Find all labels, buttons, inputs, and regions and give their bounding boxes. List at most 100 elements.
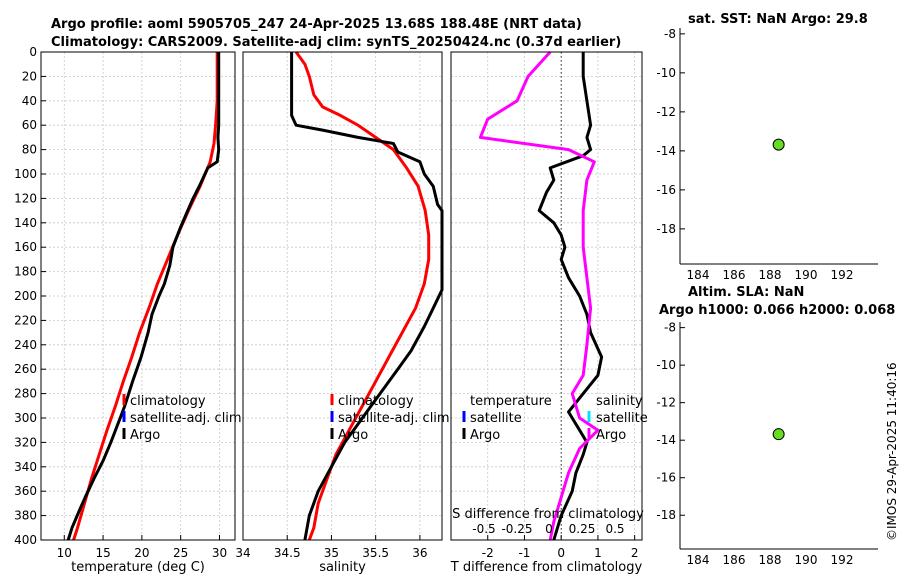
legend-entry: satellite-adj. clim	[130, 411, 242, 426]
y-tick-label: 360	[14, 484, 37, 498]
sla-map-panel: -8 -10 -12 -14 -16 -18 184 186 188 190 192	[656, 321, 878, 567]
legend-title-salinity: salinity	[596, 394, 643, 409]
plot-frame	[40, 51, 236, 541]
y-tick-label: 380	[14, 509, 37, 523]
y-tick-label: 120	[14, 191, 37, 205]
map-y-tick-label: -12	[656, 396, 676, 410]
sst-map-title: sat. SST: NaN Argo: 29.8	[688, 12, 868, 27]
y-tick-label: 280	[14, 387, 37, 401]
title-line-1: Argo profile: aoml 5905705_247 24-Apr-20…	[51, 17, 582, 32]
map-y-tick-label: -12	[656, 105, 676, 119]
x-tick-label: 35.5	[362, 546, 389, 560]
map-x-tick-label: 192	[831, 268, 854, 282]
map-x-tick-label: 190	[795, 553, 818, 567]
map-y-tick-label: -18	[656, 508, 676, 522]
plot-frame	[450, 51, 643, 541]
series-line-climatology	[72, 52, 219, 541]
top-tick-label: -0.25	[501, 522, 532, 536]
timestamp: ©IMOS 29-Apr-2025 11:40:16	[885, 362, 899, 541]
map-y-tick-label: -14	[656, 144, 676, 158]
y-tick-label: 20	[22, 69, 37, 83]
argo-location-dot	[772, 428, 785, 441]
x-tick-label: 34	[235, 546, 250, 560]
map-y-tick-label: -14	[656, 433, 676, 447]
salinity-panel: 34 34.5 35 35.5 36 salinity climatology satelli…	[235, 51, 450, 575]
title-line-2: Climatology: CARS2009. Satellite-adj cli…	[51, 35, 621, 50]
top-tick-label: 0	[545, 522, 553, 536]
x-tick-label: 30	[212, 546, 227, 560]
map-y-tick-label: -8	[664, 27, 676, 41]
argo-location-dot	[772, 138, 785, 151]
map-x-tick-label: 190	[795, 268, 818, 282]
y-tick-label: 0	[29, 45, 37, 59]
legend-entry: Argo	[130, 428, 160, 443]
map-x-tick-label: 192	[831, 553, 854, 567]
series-line-t-argo-clim	[537, 52, 604, 541]
s-diff-axis-label: S difference from climatology	[452, 507, 644, 522]
map-y-tick-label: -10	[656, 358, 676, 372]
x-tick-label: 1	[594, 546, 602, 560]
legend-entry: Argo	[596, 428, 626, 443]
legend-entry: climatology	[130, 394, 206, 409]
map-x-tick-label: 186	[723, 553, 746, 567]
x-tick-label: 20	[134, 546, 149, 560]
map-y-tick-label: -8	[664, 321, 676, 335]
map-x-tick-label: 184	[687, 268, 710, 282]
x-tick-label: 36	[412, 546, 427, 560]
legend-entry: satellite-adj. clim	[338, 411, 450, 426]
legend-entry: climatology	[338, 394, 414, 409]
x-tick-label: 2	[631, 546, 639, 560]
sla-map-title: Altim. SLA: NaN	[688, 285, 804, 300]
map-x-tick-label: 188	[759, 268, 782, 282]
y-tick-label: 140	[14, 216, 37, 230]
y-tick-label: 40	[22, 94, 37, 108]
legend-title-temperature: temperature	[470, 394, 552, 409]
map-y-tick-label: -10	[656, 66, 676, 80]
x-tick-label: 10	[57, 546, 72, 560]
x-tick-label: 25	[173, 546, 188, 560]
x-tick-label: 35	[324, 546, 339, 560]
map-y-tick-label: -18	[656, 222, 676, 236]
x-tick-label: 15	[95, 546, 110, 560]
map-x-tick-label: 188	[759, 553, 782, 567]
x-tick-label: -2	[482, 546, 494, 560]
y-tick-label: 180	[14, 265, 37, 279]
legend-entry: Argo	[338, 428, 368, 443]
y-tick-label: 60	[22, 118, 37, 132]
x-axis-label: salinity	[319, 560, 366, 575]
sst-map-panel: -8 -10 -12 -14 -16 -18 184 186 188 190 192	[656, 27, 878, 282]
y-tick-label: 220	[14, 313, 37, 327]
y-tick-label: 80	[22, 143, 37, 157]
series-line-argo	[66, 52, 221, 541]
legend-entry: satellite	[596, 411, 648, 426]
plot-frame	[242, 51, 443, 541]
top-tick-label: 0.5	[605, 522, 624, 536]
series-line-s-argo-clim	[478, 50, 600, 541]
top-tick-label: -0.5	[472, 522, 495, 536]
y-tick-label: 200	[14, 289, 37, 303]
y-tick-label: 300	[14, 411, 37, 425]
x-tick-label: 34.5	[274, 546, 301, 560]
sla-map-subtitle: Argo h1000: 0.066 h2000: 0.068	[659, 303, 895, 318]
x-axis-label: T difference from climatology	[450, 560, 643, 575]
top-tick-label: 0.25	[569, 522, 596, 536]
legend-entry: satellite	[470, 411, 522, 426]
temperature-panel: 10 15 20 25 30020406080100120140160180200220…	[14, 45, 242, 575]
differences-panel: -2 -1 0 1 2T difference from climatology S di…	[450, 50, 648, 575]
y-tick-label: 160	[14, 240, 37, 254]
x-tick-label: -1	[518, 546, 530, 560]
y-tick-label: 240	[14, 338, 37, 352]
y-tick-label: 320	[14, 435, 37, 449]
y-tick-label: 260	[14, 362, 37, 376]
x-tick-label: 0	[557, 546, 565, 560]
map-y-tick-label: -16	[656, 183, 676, 197]
map-x-tick-label: 184	[687, 553, 710, 567]
legend-entry: Argo	[470, 428, 500, 443]
x-axis-label: temperature (deg C)	[71, 560, 205, 575]
y-tick-label: 400	[14, 533, 37, 547]
y-tick-label: 100	[14, 167, 37, 181]
map-y-tick-label: -16	[656, 471, 676, 485]
map-x-tick-label: 186	[723, 268, 746, 282]
y-tick-label: 340	[14, 460, 37, 474]
